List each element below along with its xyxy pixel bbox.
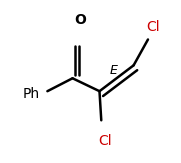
Text: Ph: Ph — [23, 87, 40, 101]
Text: Cl: Cl — [98, 134, 112, 148]
Text: E: E — [110, 64, 118, 77]
Text: Cl: Cl — [147, 20, 160, 34]
Text: O: O — [74, 13, 86, 27]
